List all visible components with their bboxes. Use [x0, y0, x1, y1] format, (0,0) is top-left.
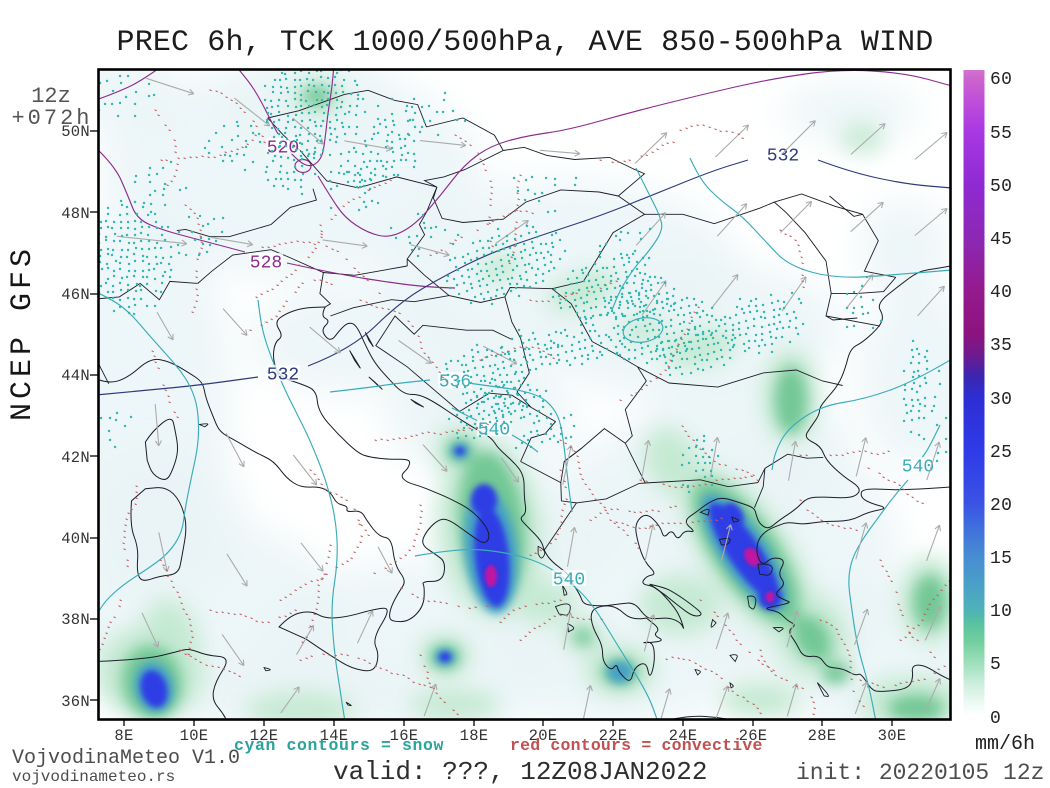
- svg-text:48N: 48N: [61, 205, 90, 223]
- svg-text:20E: 20E: [529, 727, 558, 745]
- svg-text:14E: 14E: [320, 727, 349, 745]
- svg-text:24E: 24E: [669, 727, 698, 745]
- svg-text:PREC 6h, TCK 1000/500hPa, AVE: PREC 6h, TCK 1000/500hPa, AVE 850-500hPa…: [117, 26, 934, 60]
- svg-text:42N: 42N: [61, 449, 90, 467]
- svg-text:cyan contours = snow: cyan contours = snow: [234, 736, 444, 755]
- svg-text:50N: 50N: [61, 123, 90, 141]
- svg-text:532: 532: [267, 366, 299, 386]
- svg-text:18E: 18E: [460, 727, 489, 745]
- svg-text:55: 55: [990, 124, 1012, 144]
- svg-text:30E: 30E: [878, 727, 907, 745]
- svg-text:0: 0: [990, 709, 1001, 729]
- svg-text:25: 25: [990, 443, 1012, 463]
- svg-text:22E: 22E: [599, 727, 628, 745]
- svg-text:12z: 12z: [31, 84, 71, 109]
- svg-text:528: 528: [250, 254, 282, 274]
- svg-text:520: 520: [267, 139, 299, 159]
- svg-text:VojvodinaMeteo V1.0: VojvodinaMeteo V1.0: [12, 747, 240, 770]
- svg-text:28E: 28E: [808, 727, 837, 745]
- svg-text:45: 45: [990, 230, 1012, 250]
- svg-text:540: 540: [902, 458, 934, 478]
- svg-text:40: 40: [990, 283, 1012, 303]
- svg-text:15: 15: [990, 549, 1012, 569]
- svg-text:46N: 46N: [61, 286, 90, 304]
- svg-text:NCEP GFS: NCEP GFS: [6, 245, 40, 421]
- svg-text:40N: 40N: [61, 530, 90, 548]
- svg-text:36N: 36N: [61, 693, 90, 711]
- svg-text:532: 532: [767, 147, 799, 167]
- svg-text:30: 30: [990, 390, 1012, 410]
- svg-text:16E: 16E: [390, 727, 419, 745]
- svg-text:38N: 38N: [61, 611, 90, 629]
- svg-text:536: 536: [439, 373, 471, 393]
- svg-text:vojvodinameteo.rs: vojvodinameteo.rs: [12, 768, 175, 786]
- svg-text:60: 60: [990, 70, 1012, 90]
- svg-text:init: 20220105 12z: init: 20220105 12z: [796, 760, 1044, 786]
- svg-text:red contours = convective: red contours = convective: [510, 736, 763, 755]
- svg-text:35: 35: [990, 336, 1012, 356]
- svg-text:26E: 26E: [739, 727, 768, 745]
- svg-text:540: 540: [553, 571, 585, 591]
- svg-text:44N: 44N: [61, 367, 90, 385]
- svg-text:mm/6h: mm/6h: [975, 733, 1035, 756]
- svg-text:+072h: +072h: [11, 106, 92, 131]
- svg-text:540: 540: [478, 421, 510, 441]
- svg-text:20: 20: [990, 496, 1012, 516]
- svg-text:5: 5: [990, 655, 1001, 675]
- svg-text:10: 10: [990, 602, 1012, 622]
- svg-text:50: 50: [990, 177, 1012, 197]
- svg-text:12E: 12E: [250, 727, 279, 745]
- svg-text:8E: 8E: [114, 727, 133, 745]
- svg-text:valid: ???, 12Z08JAN2022: valid: ???, 12Z08JAN2022: [333, 757, 707, 787]
- svg-text:10E: 10E: [180, 727, 209, 745]
